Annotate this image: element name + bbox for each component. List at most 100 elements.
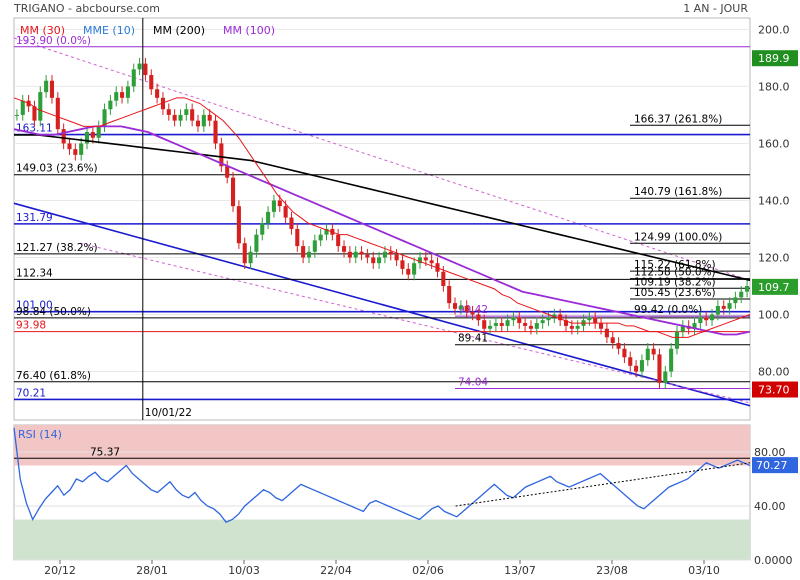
candle-body — [441, 271, 446, 286]
candle-body — [406, 268, 411, 275]
price-badge: 189.9 — [758, 52, 790, 65]
candle-body — [657, 354, 662, 383]
candle-body — [388, 251, 393, 255]
candle-body — [160, 97, 165, 110]
trend-channel-line — [13, 202, 751, 407]
candle-body — [715, 305, 720, 315]
candle-body — [55, 97, 60, 130]
candle-body — [558, 314, 563, 321]
candle-body — [254, 234, 259, 252]
candle-body — [593, 317, 598, 324]
candle-body — [412, 263, 417, 275]
trend-channel-line — [80, 242, 751, 404]
candle-body — [429, 260, 434, 264]
legend: MM (30) MME (10) MM (200) MM (100) — [20, 24, 275, 37]
candle-body — [242, 243, 247, 264]
last-price-badge: 109.7 — [758, 281, 790, 294]
candle-body — [394, 254, 399, 261]
price-tick-label: 120.0 — [758, 251, 790, 264]
candle-body — [38, 92, 43, 121]
price-badge: 73.70 — [758, 383, 790, 396]
level-label: 98.84 (50.0%) — [16, 306, 91, 318]
candle-body — [295, 228, 300, 247]
candle-body — [563, 320, 569, 326]
candle-body — [149, 75, 154, 90]
candle-body — [125, 86, 130, 98]
candle-body — [271, 200, 276, 212]
x-tick-label: 13/07 — [504, 564, 536, 577]
candle-body — [155, 89, 160, 98]
price-tick-label: 160.0 — [758, 137, 790, 150]
candle-body — [289, 217, 294, 229]
ma100-line — [13, 125, 751, 336]
price-badge-bg — [752, 381, 798, 398]
candle-body — [709, 314, 715, 321]
candle-body — [382, 251, 387, 258]
price-tick-label: 140.0 — [758, 194, 790, 207]
rsi-trendline — [455, 462, 751, 507]
candle-body — [470, 311, 475, 315]
candle-body — [534, 323, 539, 329]
candle-body — [213, 120, 218, 144]
x-tick-label: 28/01 — [136, 564, 168, 577]
candle-body — [669, 348, 674, 372]
candle-body — [225, 166, 230, 178]
candle-body — [236, 206, 241, 244]
candle-body — [306, 251, 312, 258]
level-label: 101.00 — [16, 300, 53, 312]
candle-body — [371, 257, 376, 264]
candle-body — [511, 317, 516, 321]
candle-body — [353, 251, 358, 258]
candle-body — [499, 323, 504, 326]
candle-body — [546, 317, 551, 321]
x-axis: 20/12 28/01 10/03 22/04 02/06 13/07 23/08 03/10 — [44, 560, 720, 577]
rsi-last-badge-bg — [752, 457, 798, 474]
level-label: 70.21 — [16, 387, 46, 399]
candle-body — [336, 234, 341, 247]
candle-body — [599, 323, 604, 329]
level-label: 89.41 — [458, 333, 488, 345]
candle-body — [365, 254, 370, 258]
level-label: 149.03 (23.6%) — [16, 163, 98, 175]
level-label: 124.99 (100.0%) — [634, 231, 722, 243]
level-label: 99.42 (0.0%) — [634, 304, 702, 316]
candle-body — [195, 120, 201, 127]
rsi-label: RSI (14) — [18, 428, 62, 441]
candle-body — [488, 325, 493, 329]
candle-body — [90, 132, 95, 138]
candle-body — [523, 323, 528, 326]
x-tick-label: 03/10 — [688, 564, 720, 577]
candle-body — [505, 320, 510, 326]
candle-body — [400, 260, 405, 269]
candle-body — [575, 325, 580, 329]
rsi-tick-label: 80.00 — [754, 446, 786, 459]
candle-body — [721, 305, 726, 309]
candle-body — [32, 106, 37, 121]
candle-body — [452, 303, 458, 309]
candle-body — [73, 149, 78, 155]
x-tick-label: 10/03 — [228, 564, 260, 577]
level-label: 105.45 (23.6%) — [634, 287, 716, 299]
chart-title: TRIGANO - abcbourse.com — [13, 2, 160, 15]
price-frame — [13, 17, 751, 421]
candle-body — [231, 177, 236, 207]
ma200-line — [14, 134, 751, 282]
candle-body — [20, 100, 25, 115]
level-label: 74.04 — [458, 377, 488, 389]
candle-body — [540, 320, 545, 324]
rsi-tick-label: 40.00 — [754, 500, 786, 513]
x-tick-label: 22/04 — [320, 564, 352, 577]
candle-body — [645, 348, 650, 361]
candle-body — [172, 114, 177, 121]
x-tick-label: 20/12 — [44, 564, 76, 577]
candle-body — [417, 257, 423, 264]
candle-body — [266, 211, 271, 224]
rsi-line — [13, 427, 751, 523]
legend-item: MM (100) — [223, 24, 275, 37]
candle-body — [260, 223, 265, 235]
price-tick-label: 80.00 — [758, 366, 790, 379]
price-badge-bg — [752, 50, 798, 67]
candle-body — [61, 129, 66, 144]
candle-body — [663, 371, 668, 383]
